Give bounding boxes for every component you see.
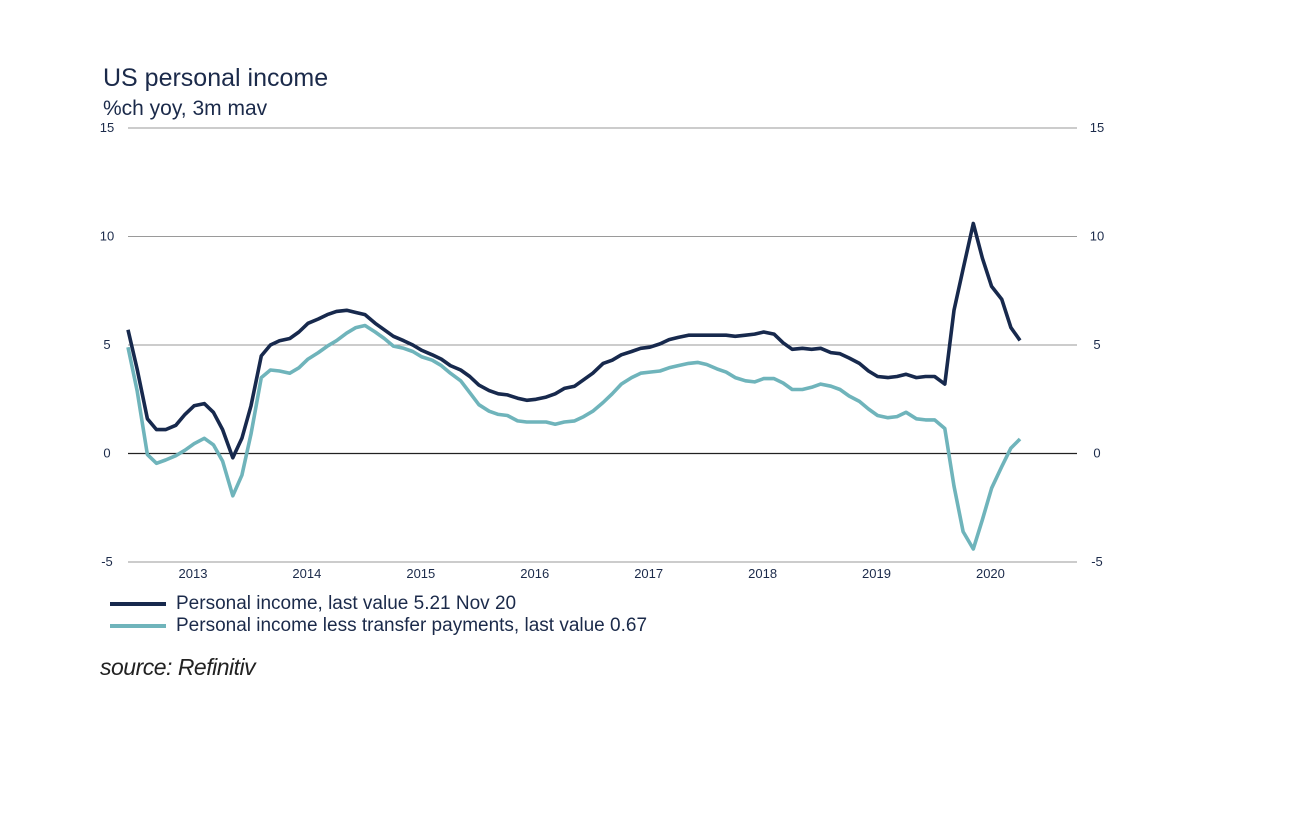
legend-item-less-transfer: Personal income less transfer payments, … [110, 615, 647, 637]
chart-subtitle: %ch yoy, 3m mav [103, 97, 268, 120]
legend-label-personal-income: Personal income, last value 5.21 Nov 20 [176, 593, 517, 614]
ytick-right-label: 5 [1093, 337, 1100, 352]
series-lines [126, 221, 1022, 551]
ytick-left-label: 15 [100, 120, 114, 135]
gridlines [128, 127, 1077, 563]
source-note: source: Refinitiv [100, 654, 256, 680]
xtick-label: 2016 [520, 566, 549, 581]
legend-swatch-personal-income [110, 602, 166, 606]
ytick-left-label: 10 [100, 229, 114, 244]
xtick-label: 2018 [748, 566, 777, 581]
y-axis-left: 15 10 5 0 -5 [100, 120, 114, 569]
ytick-left-label: 0 [103, 446, 110, 461]
y-axis-right: 15 10 5 0 -5 [1090, 120, 1104, 569]
legend-label-less-transfer: Personal income less transfer payments, … [176, 615, 648, 636]
ytick-right-label: 0 [1093, 446, 1100, 461]
xtick-label: 2017 [634, 566, 663, 581]
series-line-personal-income [126, 221, 1022, 460]
xtick-label: 2014 [292, 566, 321, 581]
chart-title: US personal income [103, 64, 329, 92]
ytick-right-label: 10 [1090, 229, 1104, 244]
series-line-less-transfer [126, 323, 1022, 551]
xtick-label: 2015 [406, 566, 435, 581]
ytick-right-label: 15 [1090, 120, 1104, 135]
ytick-left-label: -5 [101, 554, 113, 569]
xtick-label: 2019 [862, 566, 891, 581]
x-axis: 2013 2014 2015 2016 2017 2018 2019 2020 [179, 566, 1005, 581]
ytick-right-label: -5 [1091, 554, 1103, 569]
legend-swatch-less-transfer [110, 624, 166, 628]
ytick-left-label: 5 [103, 337, 110, 352]
legend-item-personal-income: Personal income, last value 5.21 Nov 20 [110, 593, 516, 615]
xtick-label: 2020 [976, 566, 1005, 581]
xtick-label: 2013 [179, 566, 208, 581]
